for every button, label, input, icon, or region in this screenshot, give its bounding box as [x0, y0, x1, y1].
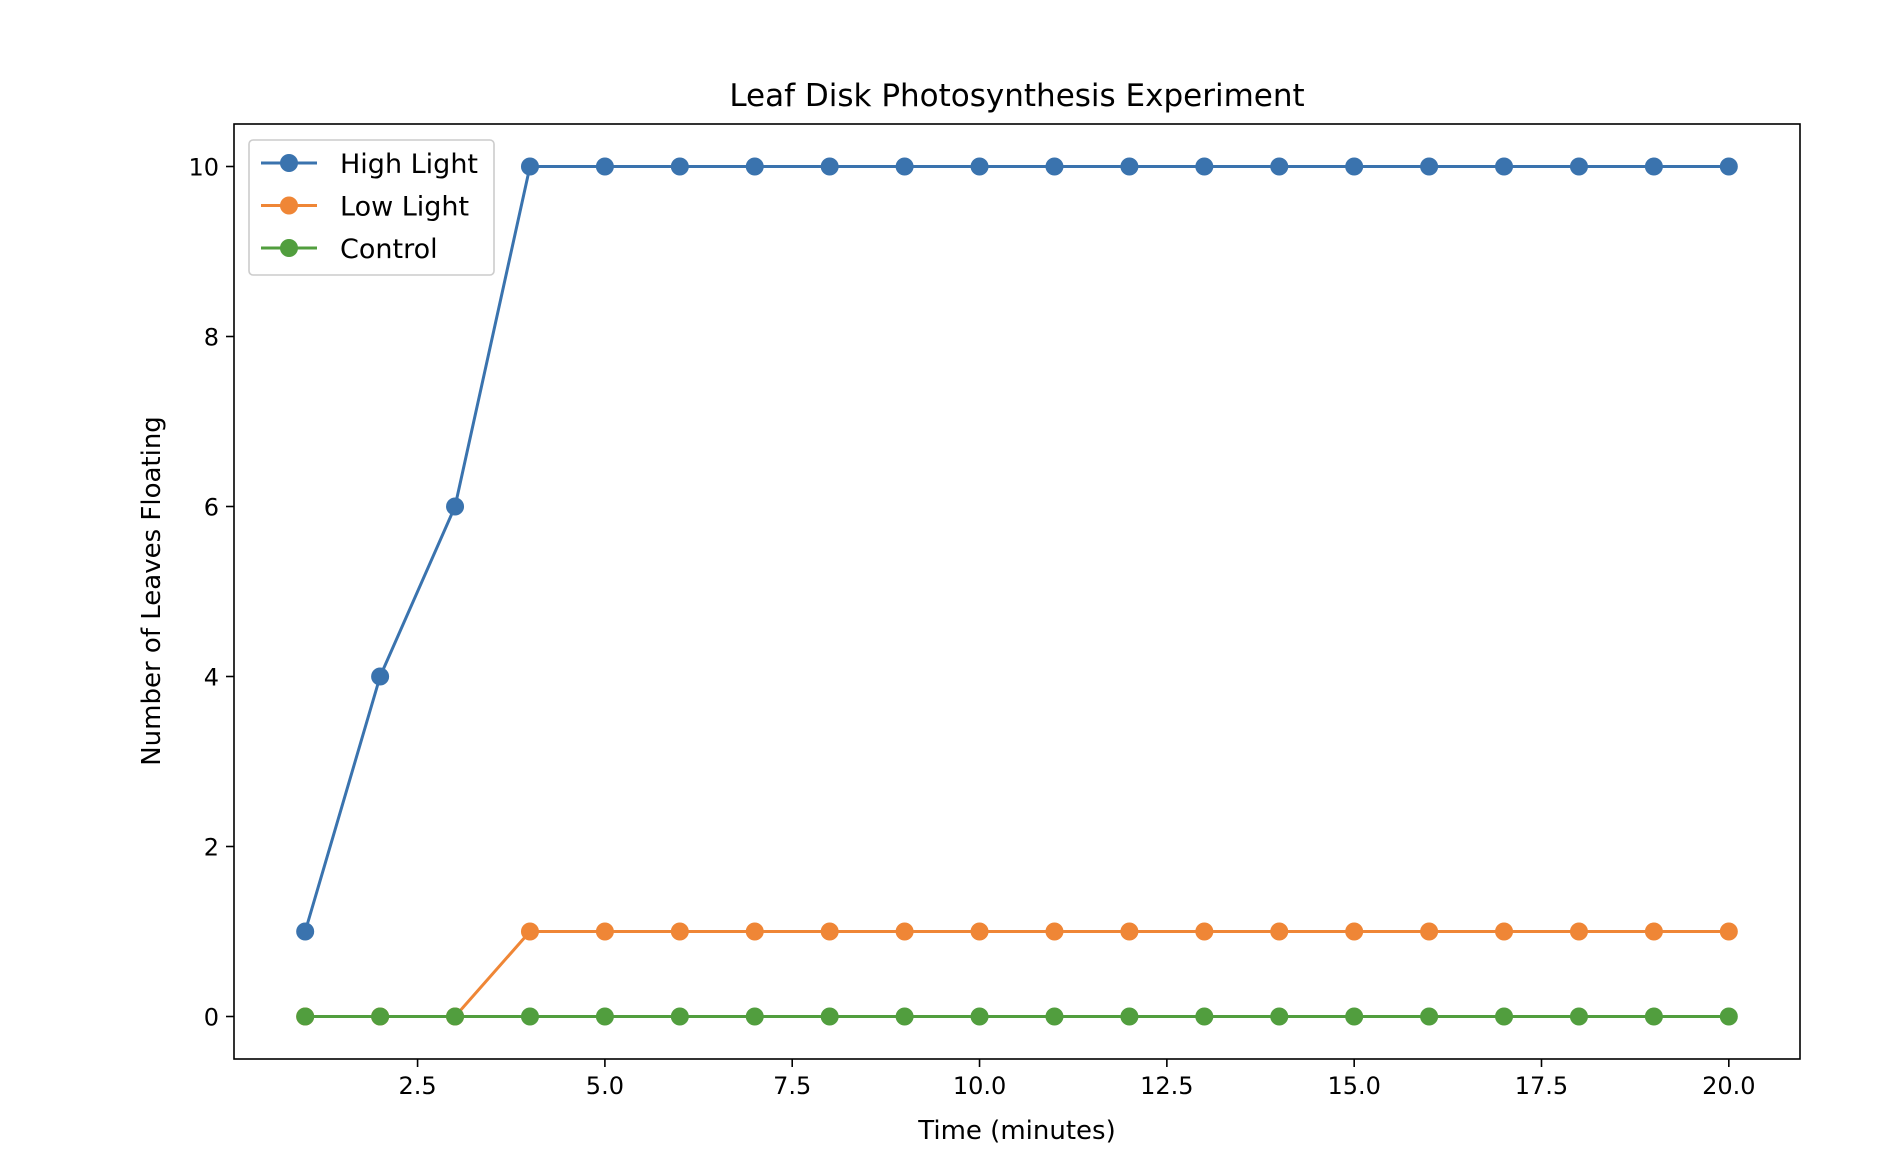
x-tick-label: 12.5	[1140, 1072, 1193, 1100]
data-point-high-light	[296, 922, 315, 941]
y-tick-label: 2	[204, 834, 219, 862]
data-point-high-light	[1120, 157, 1139, 176]
x-tick-label: 7.5	[773, 1072, 811, 1100]
data-point-high-light	[1569, 157, 1588, 176]
data-point-high-light	[745, 157, 764, 176]
plot-frame	[233, 123, 1801, 1060]
legend-label-high-light: High Light	[340, 149, 478, 180]
x-axis-label: Time (minutes)	[917, 1116, 1115, 1146]
legend-label-control: Control	[340, 234, 438, 265]
data-point-low-light	[820, 922, 839, 941]
y-tick-label: 4	[204, 664, 219, 692]
y-tick-label: 10	[188, 154, 219, 182]
legend-label-low-light: Low Light	[340, 192, 469, 223]
x-tick-label: 2.5	[398, 1072, 436, 1100]
data-point-control	[595, 1007, 614, 1026]
x-tick-label: 10.0	[953, 1072, 1006, 1100]
data-point-control	[670, 1007, 689, 1026]
series-layer	[296, 157, 1738, 1026]
data-point-high-light	[1195, 157, 1214, 176]
data-point-high-light	[670, 157, 689, 176]
data-point-high-light	[1495, 157, 1514, 176]
data-point-low-light	[1569, 922, 1588, 941]
data-point-high-light	[595, 157, 614, 176]
data-point-control	[1420, 1007, 1439, 1026]
data-point-high-light	[1045, 157, 1064, 176]
data-point-control	[970, 1007, 989, 1026]
data-point-control	[296, 1007, 315, 1026]
data-point-low-light	[595, 922, 614, 941]
x-tick-label: 15.0	[1327, 1072, 1380, 1100]
data-point-low-light	[1644, 922, 1663, 941]
data-point-high-light	[1420, 157, 1439, 176]
x-tick-label: 5.0	[586, 1072, 624, 1100]
data-point-low-light	[1045, 922, 1064, 941]
data-point-low-light	[1495, 922, 1514, 941]
data-point-control	[1345, 1007, 1364, 1026]
data-point-control	[520, 1007, 539, 1026]
y-tick-label: 0	[204, 1004, 219, 1032]
x-tick-label: 17.5	[1515, 1072, 1568, 1100]
data-point-high-light	[520, 157, 539, 176]
y-axis: 0 2 4 6 8 10	[188, 154, 234, 1032]
data-point-low-light	[1120, 922, 1139, 941]
data-point-control	[1045, 1007, 1064, 1026]
data-point-control	[1270, 1007, 1289, 1026]
legend: High Light Low Light Control	[248, 139, 495, 276]
series-line-high-light	[303, 165, 1729, 932]
data-point-high-light	[1719, 157, 1738, 176]
legend-marker-high-light	[280, 154, 298, 172]
data-point-low-light	[895, 922, 914, 941]
data-point-control	[895, 1007, 914, 1026]
data-point-high-light	[371, 667, 390, 686]
legend-marker-control	[280, 239, 298, 257]
data-point-high-light	[820, 157, 839, 176]
y-tick-label: 8	[204, 324, 219, 352]
legend-box	[248, 139, 495, 276]
data-point-high-light	[1345, 157, 1364, 176]
data-point-high-light	[895, 157, 914, 176]
data-point-control	[446, 1007, 465, 1026]
data-point-low-light	[670, 922, 689, 941]
legend-marker-low-light	[280, 196, 298, 215]
data-point-low-light	[970, 922, 989, 941]
data-point-low-light	[1420, 922, 1439, 941]
data-point-control	[820, 1007, 839, 1026]
data-point-control	[371, 1007, 390, 1026]
data-point-control	[1495, 1007, 1514, 1026]
y-tick-label: 6	[204, 494, 219, 522]
y-axis-label: Number of Leaves Floating	[137, 416, 167, 766]
data-point-control	[1719, 1007, 1738, 1026]
data-point-control	[1195, 1007, 1214, 1026]
data-point-low-light	[1195, 922, 1214, 941]
data-point-high-light	[446, 497, 465, 516]
data-point-high-light	[1270, 157, 1289, 176]
data-point-low-light	[1345, 922, 1364, 941]
data-point-high-light	[970, 157, 989, 176]
data-point-high-light	[1644, 157, 1663, 176]
data-point-control	[1644, 1007, 1663, 1026]
x-tick-label: 20.0	[1702, 1072, 1755, 1100]
chart-title: Leaf Disk Photosynthesis Experiment	[729, 78, 1304, 114]
data-point-low-light	[1270, 922, 1289, 941]
data-point-low-light	[1719, 922, 1738, 941]
data-point-control	[745, 1007, 764, 1026]
data-point-control	[1569, 1007, 1588, 1026]
data-point-low-light	[745, 922, 764, 941]
data-point-low-light	[520, 922, 539, 941]
x-axis: 2.5 5.0 7.5 10.0 12.5 15.0 17.5 20.0	[398, 1059, 1756, 1100]
data-point-control	[1120, 1007, 1139, 1026]
series-line-low-light	[305, 930, 1729, 1018]
